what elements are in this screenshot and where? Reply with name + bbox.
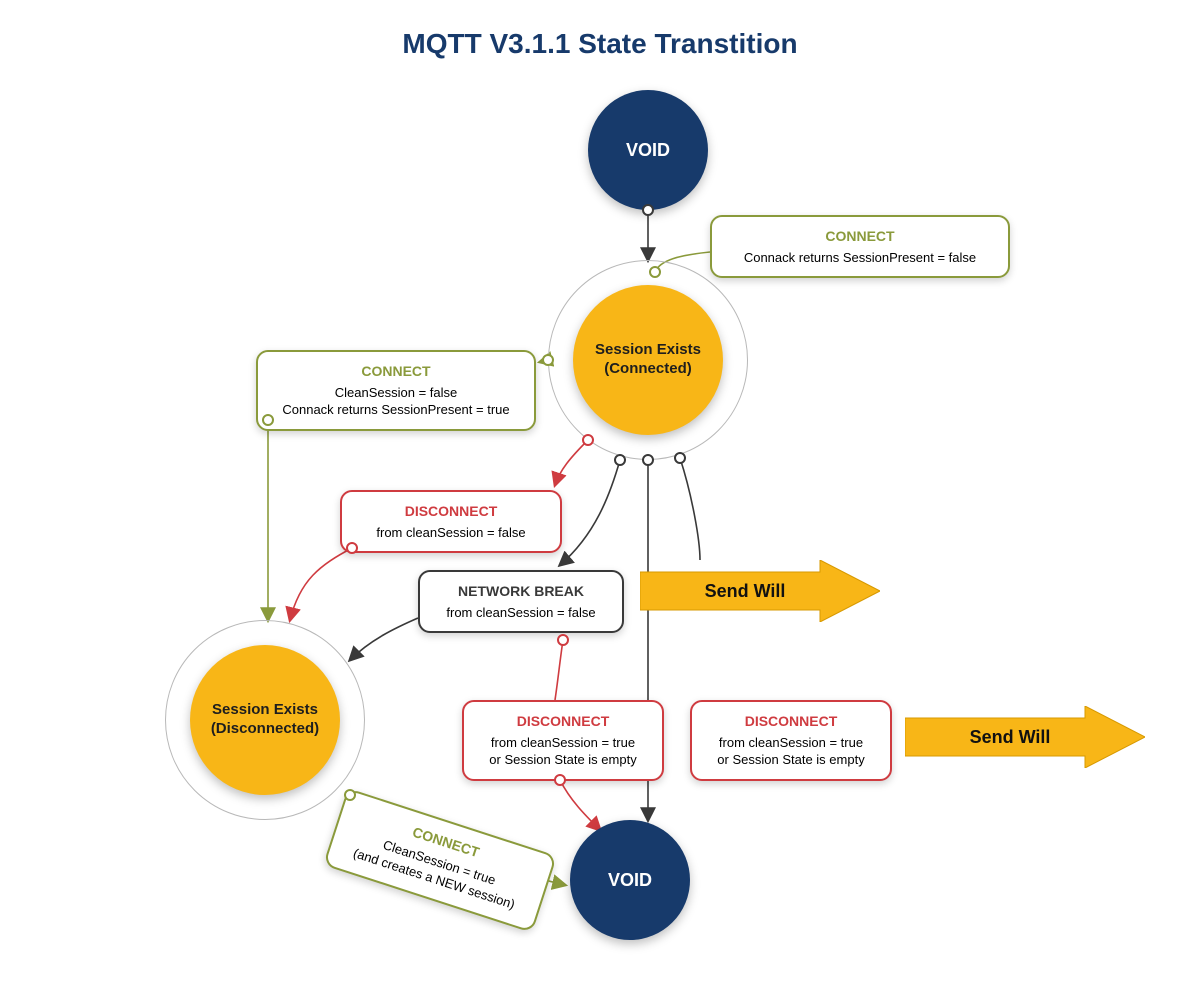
box-disconnect-mid: DISCONNECT from cleanSession = false [340,490,562,553]
box-network-break-header: NETWORK BREAK [436,582,606,601]
box-connect-rotated: CONNECT CleanSession = true (and creates… [323,788,557,933]
box-disconnect-right-low-header: DISCONNECT [708,712,874,731]
box-connect-left: CONNECT CleanSession = false Connack ret… [256,350,536,431]
box-connect-left-line0: CleanSession = false [274,384,518,402]
connector-dot [649,266,661,278]
connector-dot [614,454,626,466]
connector-dot [346,542,358,554]
box-network-break: NETWORK BREAK from cleanSession = false [418,570,624,633]
box-disconnect-right-low-line0: from cleanSession = true [708,734,874,752]
box-disconnect-left-low-line0: from cleanSession = true [480,734,646,752]
arrow-send-will-bottom-text: Send Will [905,706,1145,768]
box-disconnect-mid-line0: from cleanSession = false [358,524,544,542]
box-connect-left-line1: Connack returns SessionPresent = true [274,401,518,419]
connector-dot [262,414,274,426]
connector-dot [542,354,554,366]
state-session-connected: Session Exists (Connected) [573,285,723,435]
state-session-disconnected-line2: (Disconnected) [211,720,319,739]
connector-dot [557,634,569,646]
state-void-top-label: VOID [626,140,670,161]
arrow-send-will-bottom: Send Will [905,706,1145,768]
state-void-bottom-label: VOID [608,870,652,891]
state-session-connected-line1: Session Exists [595,341,701,360]
connector-dot [642,454,654,466]
box-disconnect-right-low-line1: or Session State is empty [708,751,874,769]
connector-dot [344,789,356,801]
state-void-top: VOID [588,90,708,210]
box-connect-top-line0: Connack returns SessionPresent = false [728,249,992,267]
connector-dot [674,452,686,464]
box-disconnect-right-low: DISCONNECT from cleanSession = true or S… [690,700,892,781]
state-session-disconnected: Session Exists (Disconnected) [190,645,340,795]
connector-dot [554,774,566,786]
box-disconnect-left-low: DISCONNECT from cleanSession = true or S… [462,700,664,781]
diagram-title: MQTT V3.1.1 State Transtition [0,28,1200,60]
connector-dot [582,434,594,446]
arrow-send-will-top: Send Will [640,560,880,622]
box-connect-top-header: CONNECT [728,227,992,246]
box-disconnect-left-low-line1: or Session State is empty [480,751,646,769]
state-session-disconnected-line1: Session Exists [211,701,319,720]
box-disconnect-left-low-header: DISCONNECT [480,712,646,731]
box-network-break-line0: from cleanSession = false [436,604,606,622]
box-disconnect-mid-header: DISCONNECT [358,502,544,521]
connector-dot [642,204,654,216]
arrow-send-will-top-text: Send Will [640,560,880,622]
state-session-connected-line2: (Connected) [595,360,701,379]
box-connect-top: CONNECT Connack returns SessionPresent =… [710,215,1010,278]
box-connect-left-header: CONNECT [274,362,518,381]
state-void-bottom: VOID [570,820,690,940]
